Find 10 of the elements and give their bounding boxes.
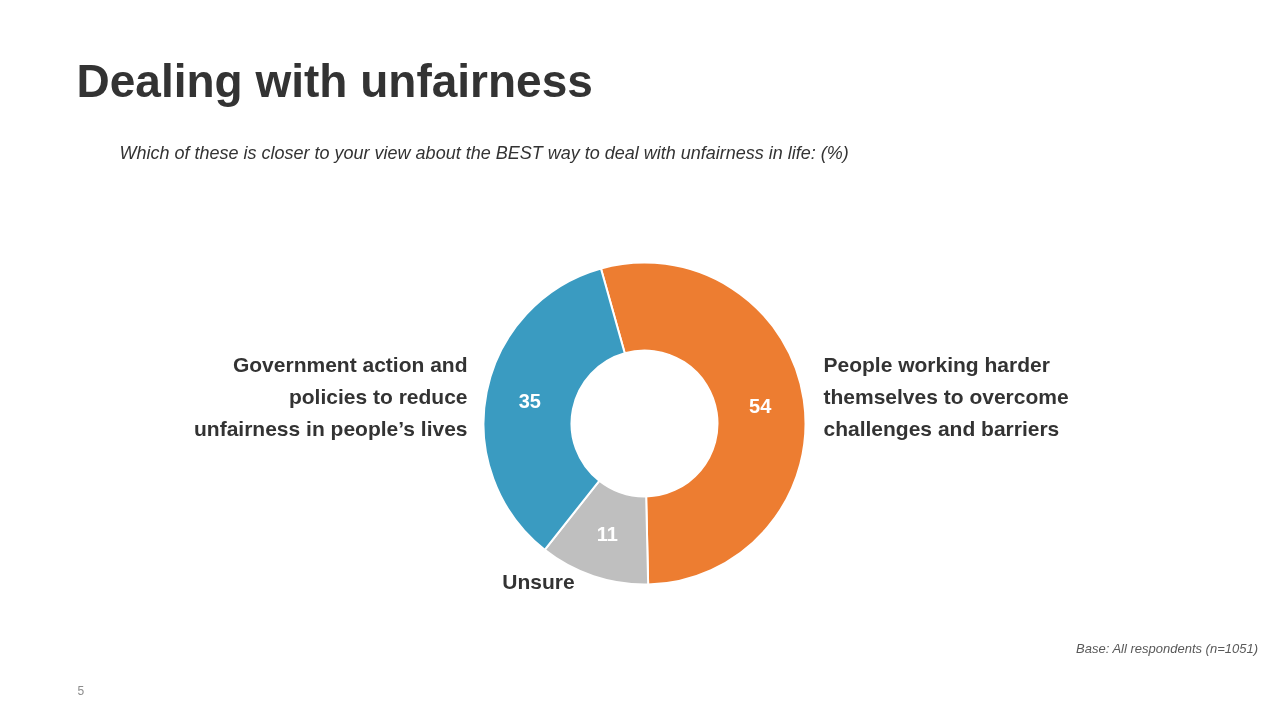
slice-label: Unsure [502,569,575,593]
slice-label: Government action and policies to reduce unfairness in people’s lives [194,353,468,440]
chart-title: Dealing with unfairness [76,54,593,107]
chart-subtitle: Which of these is closer to your view about the BEST way to deal with unfairness in life: (%) [119,142,849,163]
data-label: 54 [749,395,773,418]
text: Base: All respondents (n=1051) [1076,641,1259,656]
text: 5 [77,684,85,698]
data-label: 11 [596,523,618,546]
data-label: 35 [518,389,541,412]
slice-label: People working harder themselves to overcome challenges and barriers [823,353,1069,440]
